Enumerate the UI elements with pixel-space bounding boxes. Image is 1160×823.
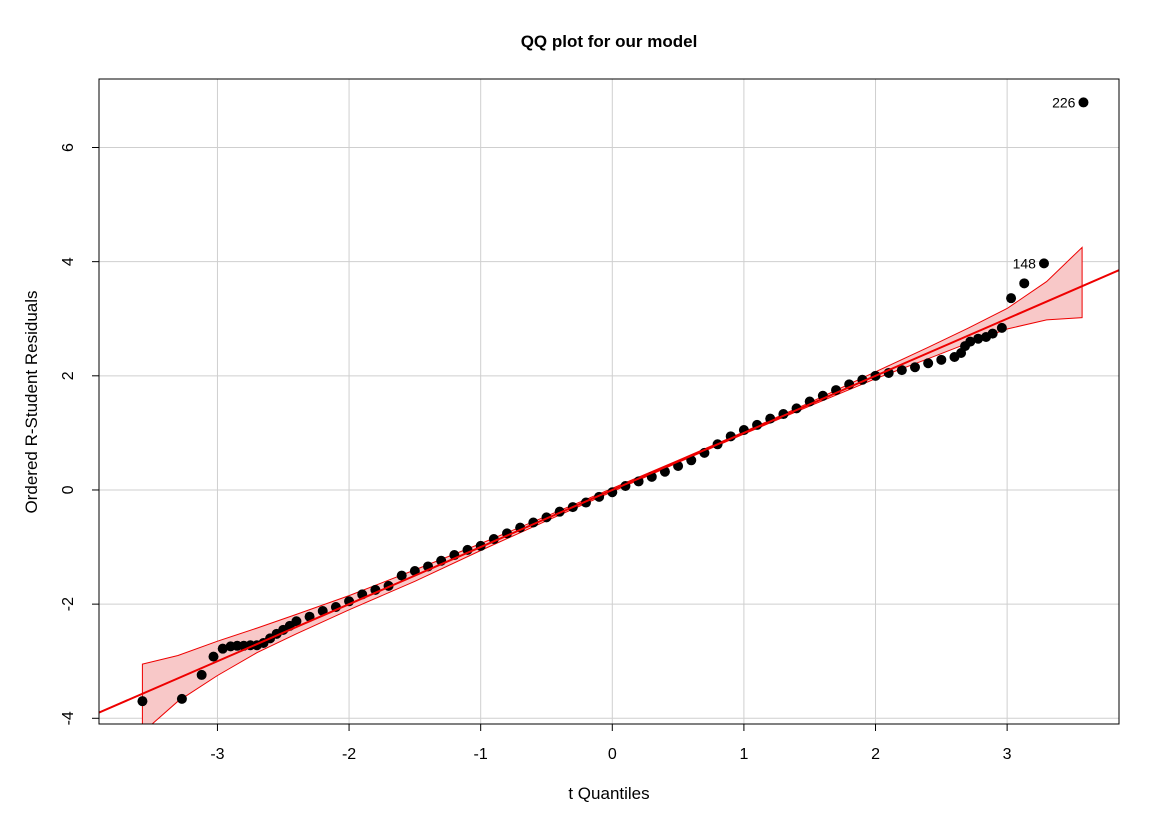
data-point — [396, 570, 407, 581]
chart-title: QQ plot for our model — [521, 32, 698, 51]
data-point — [965, 336, 976, 347]
y-axis: -4 -2 0 2 4 6 — [60, 143, 100, 725]
y-tick-label: -2 — [60, 597, 77, 611]
y-tick-label: -4 — [60, 711, 77, 725]
grid — [99, 79, 1119, 724]
x-tick-label: -1 — [474, 746, 488, 763]
data-point — [936, 354, 947, 365]
x-axis-label: t Quantiles — [568, 784, 649, 803]
x-tick-label: -3 — [210, 746, 224, 763]
point-label: 148 — [1013, 255, 1037, 271]
x-tick-label: 1 — [739, 746, 748, 763]
y-tick-label: 0 — [60, 485, 77, 494]
data-point — [217, 643, 228, 654]
y-tick-label: 2 — [60, 371, 77, 380]
data-point — [176, 693, 187, 704]
reference-line-group — [99, 269, 1119, 714]
data-point — [923, 358, 934, 369]
x-tick-label: 0 — [608, 746, 617, 763]
data-point — [1038, 258, 1049, 269]
data-point — [208, 651, 219, 662]
data-points — [137, 97, 1089, 707]
x-tick-label: 2 — [871, 746, 880, 763]
data-point — [910, 362, 920, 373]
x-axis: -3 -2 -1 0 1 2 3 — [210, 723, 1012, 763]
point-labels: 226 148 — [1013, 94, 1076, 271]
data-point — [896, 365, 907, 376]
data-point — [1019, 278, 1030, 289]
y-axis-label: Ordered R-Student Residuals — [22, 290, 41, 513]
data-point — [291, 616, 302, 627]
data-point — [1006, 293, 1017, 304]
data-point — [996, 322, 1007, 333]
reference-line — [99, 269, 1119, 714]
x-tick-label: -2 — [342, 746, 356, 763]
data-point — [973, 333, 984, 344]
data-point — [137, 696, 148, 707]
point-label: 226 — [1052, 94, 1076, 110]
x-tick-label: 3 — [1003, 746, 1012, 763]
y-tick-label: 6 — [60, 143, 77, 152]
data-point — [196, 669, 207, 680]
data-point — [987, 328, 998, 339]
y-tick-label: 4 — [60, 257, 77, 266]
plot-frame — [98, 78, 1120, 725]
data-point — [1078, 97, 1089, 108]
